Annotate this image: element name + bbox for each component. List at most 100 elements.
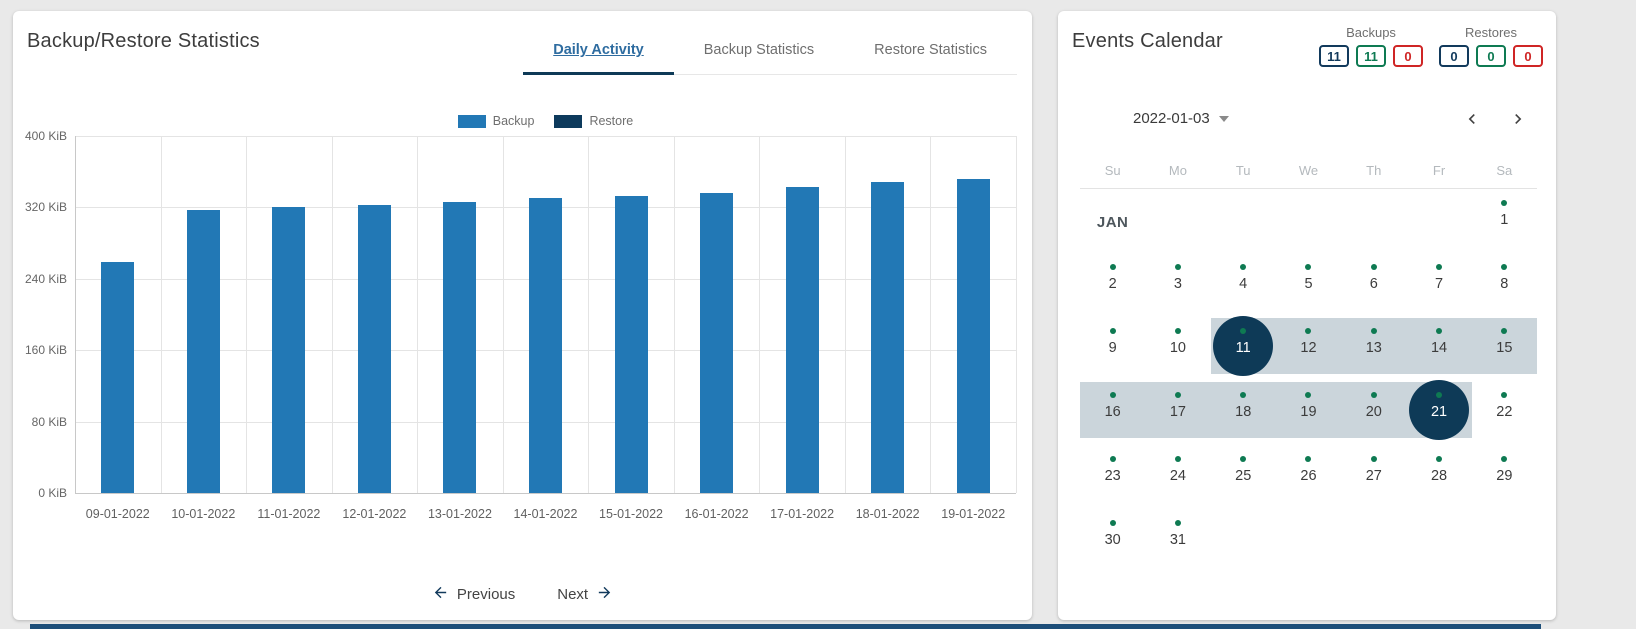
x-axis-label: 18-01-2022 [855, 507, 920, 521]
day-number: 21 [1430, 404, 1448, 420]
day-number: 17 [1169, 404, 1186, 420]
calendar-day-4[interactable]: 4 [1211, 251, 1276, 315]
day-number: 11 [1235, 340, 1251, 356]
bar-column-17-01-2022 [759, 136, 845, 493]
event-dot [1305, 328, 1312, 334]
weekday-tu: Tu [1235, 163, 1251, 178]
tab-restore-statistics[interactable]: Restore Statistics [874, 42, 987, 58]
calendar-day-3[interactable]: 3 [1145, 251, 1210, 315]
backup-bar [101, 261, 135, 493]
day-number: 23 [1104, 468, 1121, 484]
calendar-day-28[interactable]: 28 [1406, 443, 1471, 507]
chart-x-axis: 09-01-2022 10-01-2022 11-01-2022 12-01-2022… [75, 503, 1016, 523]
calendar-day-10[interactable]: 10 [1145, 315, 1210, 379]
event-dot [1501, 200, 1508, 206]
gridline-vertical [246, 136, 248, 493]
day-number: 31 [1169, 532, 1186, 548]
calendar-empty-cell [1276, 187, 1341, 251]
legend-swatch-restore [554, 114, 583, 128]
event-dot [1174, 456, 1181, 462]
x-axis-label: 09-01-2022 [85, 507, 150, 521]
backups-counter-label: Backups [1346, 25, 1396, 40]
weekday-mo: Mo [1168, 163, 1187, 178]
arrow-right-icon [596, 584, 613, 605]
calendar-empty-cell [1276, 507, 1341, 571]
calendar-day-25[interactable]: 25 [1211, 443, 1276, 507]
event-dot [1305, 456, 1312, 462]
previous-button[interactable]: Previous [432, 584, 515, 605]
month-label: JAN [1096, 214, 1129, 231]
gridline-horizontal [75, 136, 1016, 137]
tab-daily-activity[interactable]: Daily Activity [523, 28, 674, 75]
tab-backup-statistics[interactable]: Backup Statistics [703, 42, 815, 58]
calendar-day-23[interactable]: 23 [1080, 443, 1145, 507]
calendar-day-30[interactable]: 30 [1080, 507, 1145, 571]
day-number: 1 [1500, 212, 1509, 228]
gridline-vertical [75, 136, 76, 493]
calendar-empty-cell [1406, 507, 1471, 571]
calendar-day-26[interactable]: 26 [1276, 443, 1341, 507]
chart-pager: Previous Next [13, 584, 1032, 605]
x-axis-label: 10-01-2022 [171, 507, 236, 521]
event-dot [1501, 328, 1508, 334]
bar-column-12-01-2022 [332, 136, 418, 493]
calendar-day-2[interactable]: 2 [1080, 251, 1145, 315]
event-dot [1174, 264, 1181, 270]
calendar-day-22[interactable]: 22 [1472, 379, 1537, 443]
event-dot [1501, 456, 1508, 462]
calendar-day-19[interactable]: 19 [1276, 379, 1341, 443]
x-axis-label: 11-01-2022 [257, 507, 321, 521]
day-number: 9 [1108, 340, 1117, 356]
weekday-th: Th [1366, 163, 1382, 178]
calendar-day-16[interactable]: 16 [1080, 379, 1145, 443]
calendar-day-24[interactable]: 24 [1145, 443, 1210, 507]
gridline-vertical [588, 136, 590, 493]
event-dot [1240, 392, 1247, 398]
x-axis-label: 12-01-2022 [342, 507, 407, 521]
calendar-day-7[interactable]: 7 [1406, 251, 1471, 315]
backup-bar [357, 204, 391, 493]
calendar-day-21[interactable]: 21 [1406, 379, 1471, 443]
gridline-vertical [502, 136, 504, 493]
restores-counter-label: Restores [1464, 25, 1518, 40]
x-axis-label: 16-01-2022 [684, 507, 749, 521]
calendar-next-button[interactable] [1506, 107, 1530, 134]
event-dot [1174, 328, 1181, 334]
calendar-day-18[interactable]: 18 [1211, 379, 1276, 443]
restores-success-badge: 0 [1476, 45, 1506, 67]
calendar-day-17[interactable]: 17 [1145, 379, 1210, 443]
calendar-day-8[interactable]: 8 [1472, 251, 1537, 315]
calendar-day-14[interactable]: 14 [1406, 315, 1471, 379]
calendar-day-12[interactable]: 12 [1276, 315, 1341, 379]
calendar-day-9[interactable]: 9 [1080, 315, 1145, 379]
calendar-day-11[interactable]: 11 [1211, 315, 1276, 379]
calendar-prev-button[interactable] [1460, 107, 1484, 134]
next-button[interactable]: Next [557, 584, 613, 605]
x-axis-label: 15-01-2022 [599, 507, 664, 521]
backup-bar [785, 186, 819, 493]
event-dot [1436, 456, 1443, 462]
gridline-horizontal [75, 493, 1016, 494]
calendar-day-5[interactable]: 5 [1276, 251, 1341, 315]
y-axis-tick: 400 KiB [24, 129, 67, 143]
calendar-date-picker[interactable]: 2022-01-03 [1133, 110, 1229, 127]
calendar-empty-cell [1341, 187, 1406, 251]
calendar-day-6[interactable]: 6 [1341, 251, 1406, 315]
calendar-day-31[interactable]: 31 [1145, 507, 1210, 571]
gridline-vertical [673, 136, 675, 493]
backup-bar [700, 193, 734, 493]
calendar-day-29[interactable]: 29 [1472, 443, 1537, 507]
event-dot [1305, 264, 1312, 270]
calendar-day-1[interactable]: 1 [1472, 187, 1537, 251]
event-dot [1109, 392, 1116, 398]
calendar-week-row: 30 31 [1080, 507, 1537, 571]
day-number: 14 [1430, 340, 1448, 356]
y-axis-tick: 240 KiB [24, 271, 67, 286]
panel-title-backup-restore: Backup/Restore Statistics [27, 30, 260, 52]
calendar-day-13[interactable]: 13 [1341, 315, 1406, 379]
bar-column-10-01-2022 [161, 136, 247, 493]
calendar-day-27[interactable]: 27 [1341, 443, 1406, 507]
selected-day-circle [1409, 380, 1470, 440]
calendar-day-15[interactable]: 15 [1472, 315, 1537, 379]
calendar-day-20[interactable]: 20 [1341, 379, 1406, 443]
